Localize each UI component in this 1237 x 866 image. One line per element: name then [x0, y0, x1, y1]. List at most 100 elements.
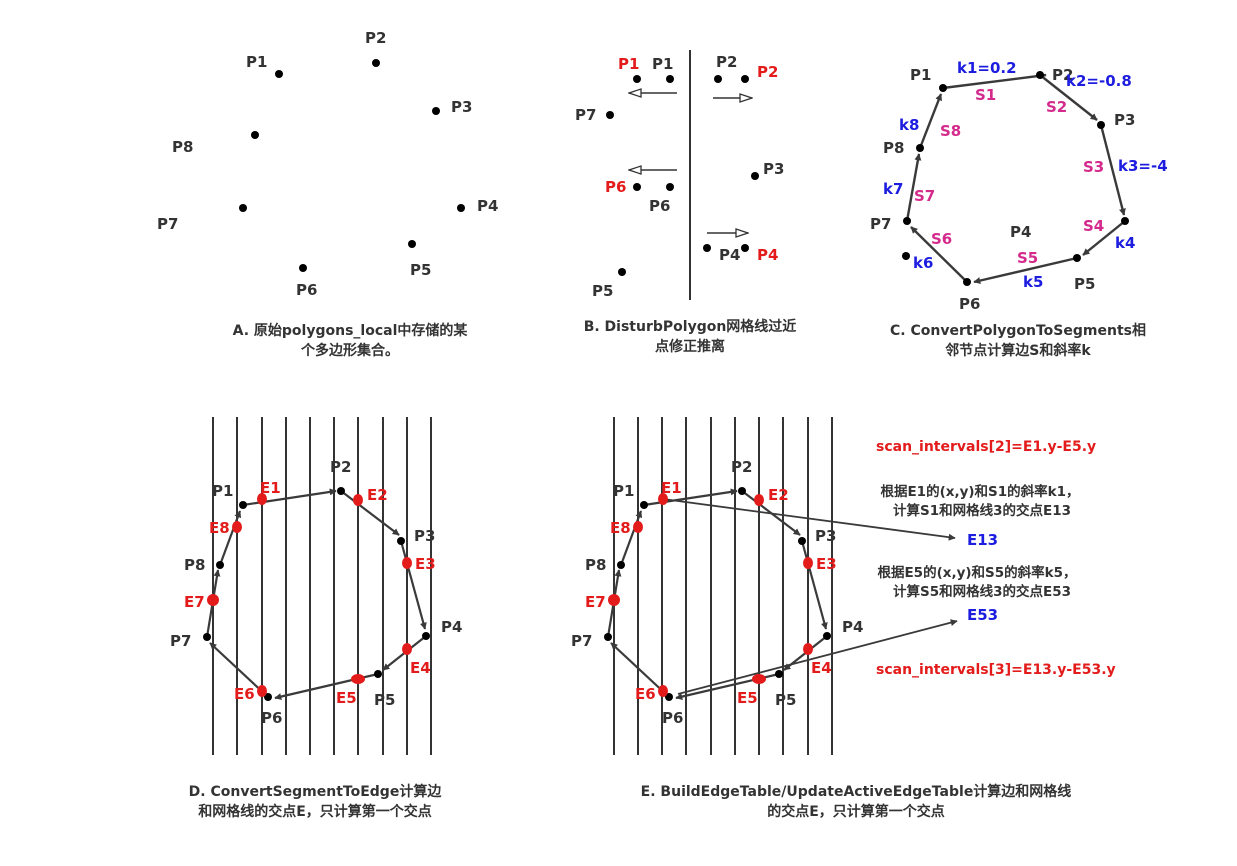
point-p1 [666, 75, 674, 83]
label-p5: P5 [374, 691, 395, 709]
panel-b: P1 P1 P2 P2 P7 P3 P6 P6 P4 P4 P5 B. Dist… [575, 50, 796, 355]
label-p1: P1 [910, 66, 931, 84]
caption-c-line1: C. ConvertPolygonToSegments相 [890, 322, 1146, 339]
label-p1: P1 [212, 482, 233, 500]
caption-e-line2: 的交点E，只计算第一个交点 [767, 803, 945, 820]
panel-d-grid-lines [212, 417, 432, 755]
point-p4-moved [741, 244, 749, 252]
intersection-e3 [803, 557, 813, 569]
label-e8: E8 [209, 519, 230, 537]
caption-d-line2: 和网格线的交点E，只计算第一个交点 [198, 803, 432, 820]
label-p7: P7 [170, 632, 191, 650]
intersection-e7 [207, 594, 219, 606]
segment-s7 [905, 153, 922, 222]
label-p4-moved: P4 [757, 246, 778, 264]
point-p6 [264, 693, 272, 701]
label-p8: P8 [184, 556, 205, 574]
label-p6: P6 [662, 709, 683, 727]
panel-a-points [239, 59, 465, 272]
polygon-edge [800, 540, 828, 630]
polygon-edge [218, 510, 242, 566]
intersection-e2 [754, 494, 764, 506]
caption-b-line2: 点修正推离 [655, 338, 725, 355]
label-k6: k6 [913, 254, 933, 272]
label-p1-moved: P1 [618, 55, 639, 73]
label-p1: P1 [613, 482, 634, 500]
panel-e-vertices [604, 487, 831, 701]
point-p8 [251, 131, 259, 139]
panel-e-projection-lines [662, 498, 958, 695]
point-p1 [275, 70, 283, 78]
panel-e-polygon-edges [606, 488, 828, 700]
point-p3 [798, 537, 806, 545]
label-e53: E53 [967, 606, 998, 624]
caption-d-line1: D. ConvertSegmentToEdge计算边 [189, 783, 443, 800]
point-p2-moved [741, 75, 749, 83]
projection-line-e13 [662, 498, 956, 541]
point-p2 [337, 487, 345, 495]
note-2-line1: 根据E5的(x,y)和S5的斜率k5， [877, 564, 1076, 581]
label-p3: P3 [815, 527, 836, 545]
point-p4 [823, 632, 831, 640]
label-p1: P1 [246, 53, 267, 71]
label-e1: E1 [661, 479, 682, 497]
point-p5 [775, 670, 783, 678]
caption-b-line1: B. DisturbPolygon网格线过近 [584, 318, 797, 335]
panel-d: P1 P2 P3 P4 P5 P6 P7 P8 E1 E2 E3 E4 E5 E… [170, 417, 462, 820]
point-p8 [916, 144, 924, 152]
label-p7: P7 [571, 632, 592, 650]
label-e7: E7 [585, 593, 606, 611]
point-p1 [239, 501, 247, 509]
label-p8: P8 [172, 138, 193, 156]
point-p6 [665, 693, 673, 701]
segment-s2 [1039, 74, 1098, 121]
caption-e-line1: E. BuildEdgeTable/UpdateActiveEdgeTable计… [641, 783, 1072, 800]
label-s3: S3 [1083, 158, 1104, 176]
label-p6: P6 [649, 197, 670, 215]
point-p1-moved [633, 75, 641, 83]
point-p2 [714, 75, 722, 83]
point-p4 [1121, 217, 1129, 225]
label-e3: E3 [415, 555, 436, 573]
label-s6: S6 [931, 230, 952, 248]
label-e6: E6 [234, 685, 255, 703]
polygon-edge [619, 510, 643, 566]
label-e13: E13 [967, 531, 998, 549]
point-p6 [299, 264, 307, 272]
label-k7: k7 [883, 180, 903, 198]
point-p5 [408, 240, 416, 248]
label-p2: P2 [1052, 66, 1073, 84]
label-s8: S8 [940, 122, 961, 140]
label-p7: P7 [870, 215, 891, 233]
label-p5: P5 [410, 261, 431, 279]
point-p5 [618, 268, 626, 276]
label-p6: P6 [296, 281, 317, 299]
label-s2: S2 [1046, 98, 1067, 116]
point-p2 [1036, 71, 1044, 79]
point-p6-moved [633, 183, 641, 191]
point-p4 [703, 244, 711, 252]
panel-c-segments [905, 72, 1126, 284]
label-p2: P2 [365, 29, 386, 47]
point-p3 [397, 537, 405, 545]
point-p7 [239, 204, 247, 212]
label-s5: S5 [1017, 249, 1038, 267]
label-p5: P5 [1074, 275, 1095, 293]
intersection-e4 [402, 643, 412, 655]
panel-b-points [606, 75, 759, 276]
note-2-line2: 计算S5和网格线3的交点E53 [893, 583, 1071, 600]
note-1-line2: 计算S1和网格线3的交点E13 [893, 502, 1071, 519]
scan-intervals-2: scan_intervals[2]=E1.y-E5.y [876, 439, 1096, 455]
caption-a-line1: A. 原始polygons_local中存储的某 [233, 322, 469, 339]
intersection-e7 [608, 594, 620, 606]
point-p3 [751, 172, 759, 180]
polygon-edge [399, 540, 427, 630]
segment-s8 [918, 93, 943, 149]
point-p4 [422, 632, 430, 640]
point-p1 [640, 501, 648, 509]
label-p5: P5 [592, 282, 613, 300]
label-k3: k3=-4 [1118, 157, 1168, 175]
label-s4: S4 [1083, 217, 1104, 235]
panel-d-intersections [207, 493, 412, 697]
